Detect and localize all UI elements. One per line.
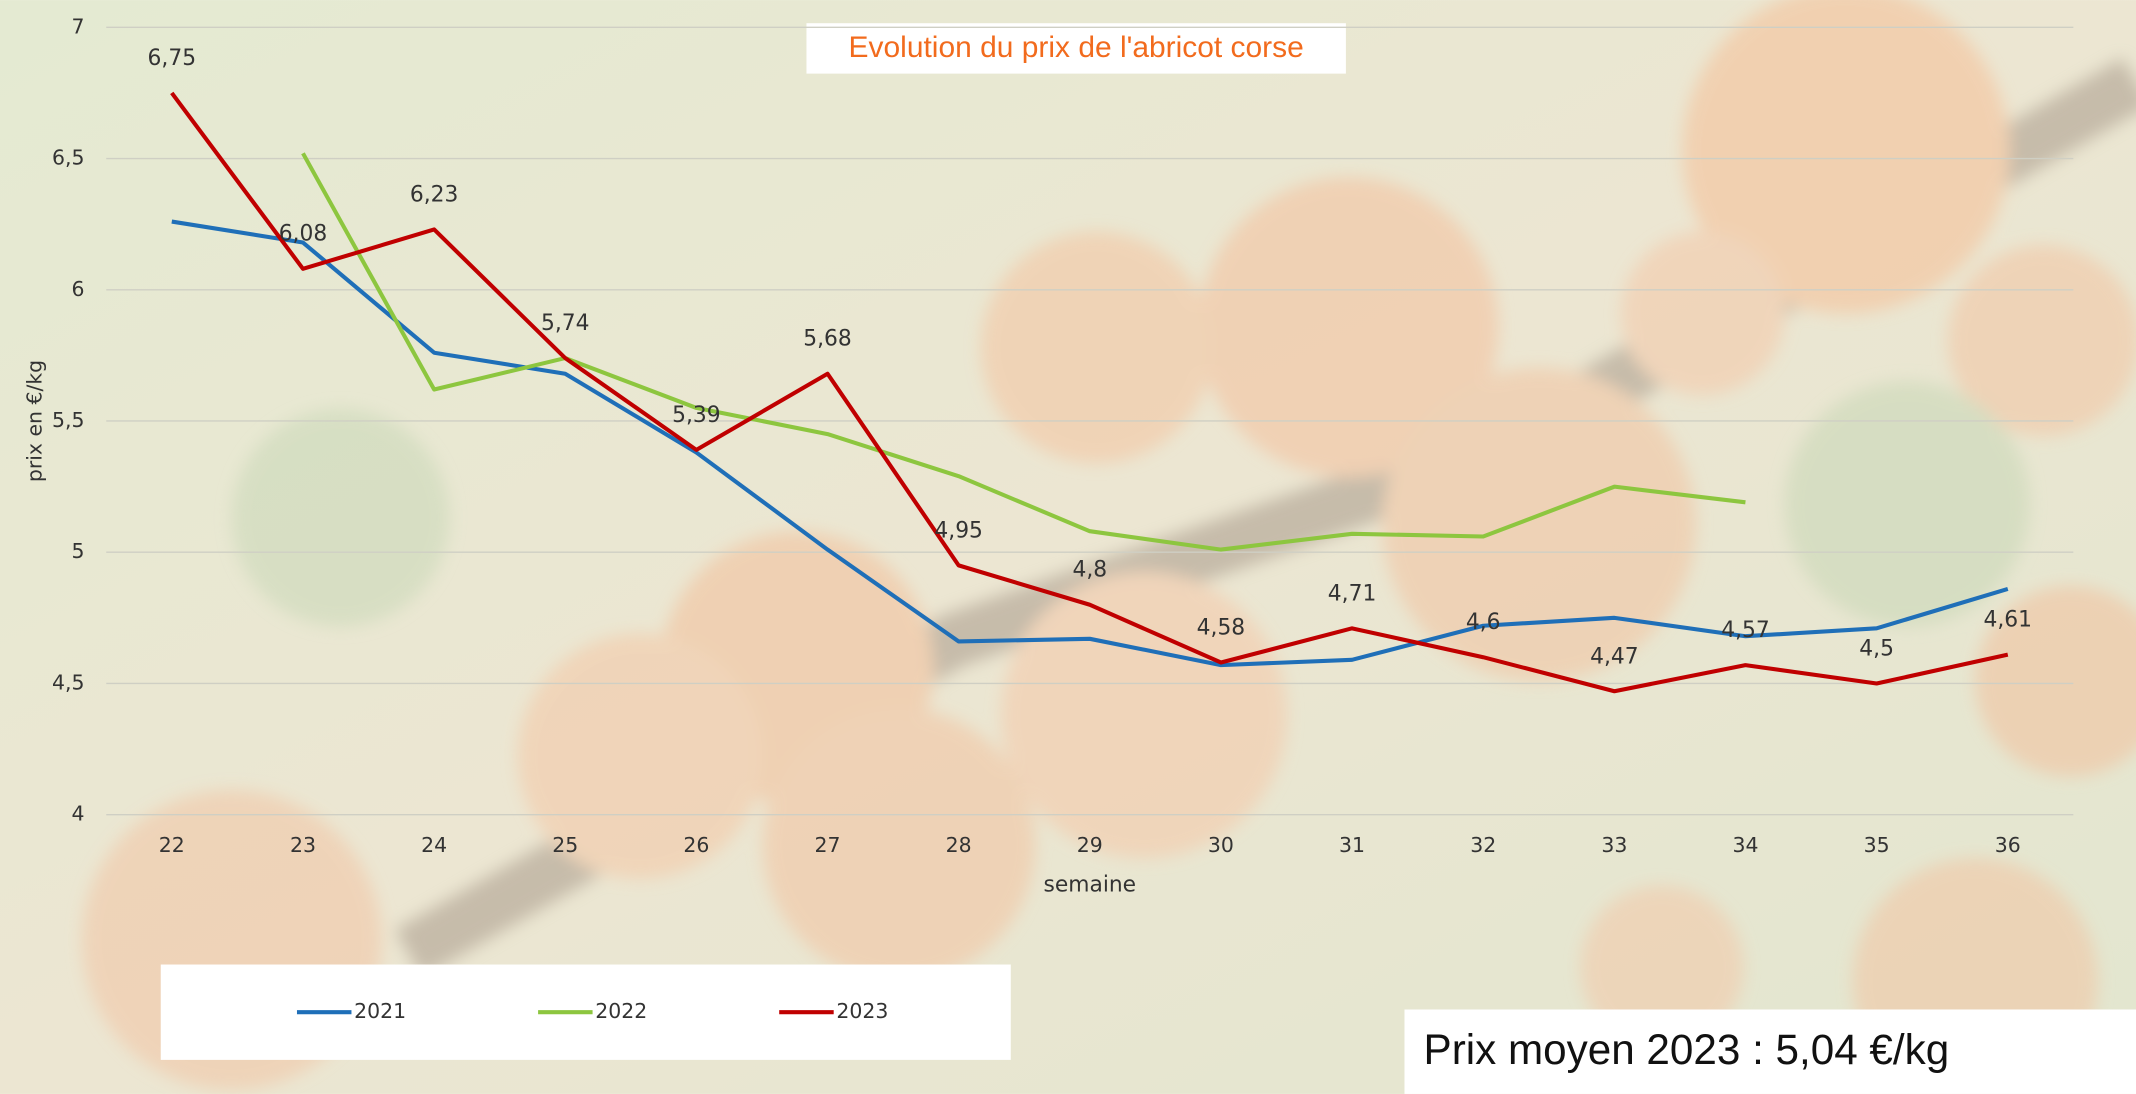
- y-tick-label: 5,5: [52, 408, 84, 432]
- legend-label: 2021: [354, 999, 406, 1023]
- data-label: 6,08: [279, 222, 328, 247]
- x-tick-label: 30: [1208, 833, 1234, 857]
- x-tick-label: 32: [1470, 833, 1496, 857]
- x-tick-label: 29: [1077, 833, 1103, 857]
- chart-title: Evolution du prix de l'abricot corse: [849, 31, 1304, 64]
- data-label: 4,5: [1859, 636, 1894, 661]
- x-tick-label: 23: [290, 833, 316, 857]
- data-label: 5,39: [672, 403, 720, 428]
- annotation: Prix moyen 2023 : 5,04 €/kg: [1424, 1026, 1950, 1073]
- data-label: 6,75: [148, 46, 196, 71]
- data-label: 4,61: [1984, 608, 2033, 633]
- x-tick-label: 36: [1995, 833, 2021, 857]
- x-tick-label: 33: [1601, 833, 1627, 857]
- x-tick-label: 34: [1732, 833, 1758, 857]
- data-label: 4,8: [1072, 558, 1107, 583]
- data-label: 5,74: [541, 311, 590, 336]
- x-tick-label: 22: [159, 833, 185, 857]
- y-tick-label: 4: [71, 802, 84, 826]
- data-label: 4,71: [1328, 581, 1377, 606]
- y-tick-label: 6: [71, 277, 84, 301]
- y-tick-label: 4,5: [52, 670, 84, 694]
- y-axis-label: prix en €/kg: [22, 360, 46, 482]
- legend-label: 2022: [595, 999, 647, 1023]
- x-tick-label: 26: [683, 833, 709, 857]
- x-tick-label: 25: [552, 833, 578, 857]
- x-axis-label: semaine: [1044, 873, 1137, 898]
- x-tick-label: 27: [815, 833, 841, 857]
- data-label: 4,47: [1590, 644, 1639, 669]
- data-label: 6,23: [410, 182, 459, 207]
- data-label: 4,95: [934, 518, 983, 543]
- y-tick-label: 7: [71, 14, 84, 38]
- x-tick-label: 28: [946, 833, 972, 857]
- x-tick-label: 31: [1339, 833, 1365, 857]
- chart: Evolution du prix de l'abricot corse sem…: [0, 0, 2136, 1094]
- legend-label: 2023: [836, 999, 888, 1023]
- data-label: 4,57: [1721, 618, 1770, 643]
- y-tick-label: 6,5: [52, 146, 84, 170]
- data-label: 4,58: [1197, 615, 1245, 640]
- data-label: 4,6: [1466, 610, 1501, 635]
- x-tick-label: 35: [1864, 833, 1890, 857]
- page: {"chart_data": { "type": "line", "title"…: [0, 0, 2136, 1094]
- y-tick-label: 5: [71, 539, 84, 563]
- x-tick-label: 24: [421, 833, 447, 857]
- data-label: 5,68: [803, 327, 852, 352]
